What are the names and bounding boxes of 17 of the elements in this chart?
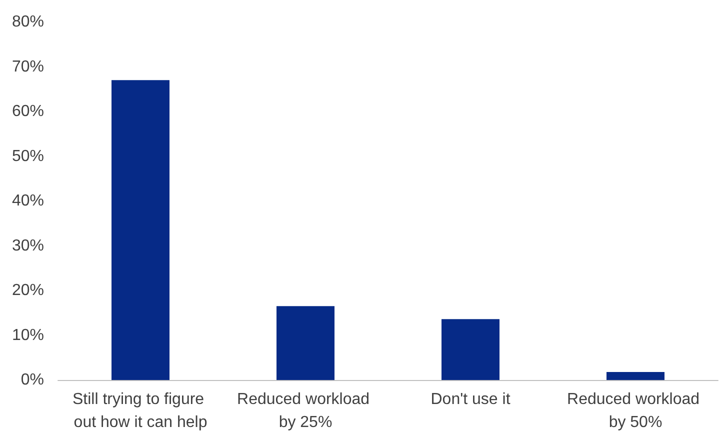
bar <box>112 80 170 380</box>
x-tick-label: Reduced workload by 50% <box>567 391 704 431</box>
x-tick-label: Don't use it <box>430 391 511 408</box>
x-tick-label: Still trying to figure out how it can help <box>72 391 209 431</box>
y-tick-label: 70% <box>12 58 44 76</box>
x-tick-label: Reduced workload by 25% <box>237 391 374 431</box>
y-tick-label: 40% <box>12 192 44 210</box>
y-tick-label: 60% <box>12 103 44 120</box>
y-tick-label: 0% <box>20 372 44 388</box>
y-tick-label: 50% <box>12 148 44 165</box>
bar <box>442 319 500 380</box>
bar <box>606 372 664 380</box>
y-tick-label: 80% <box>12 14 44 30</box>
y-tick-label: 30% <box>12 237 44 254</box>
y-tick-label: 10% <box>12 326 44 344</box>
y-tick-label: 20% <box>12 282 44 299</box>
bar <box>276 306 334 380</box>
